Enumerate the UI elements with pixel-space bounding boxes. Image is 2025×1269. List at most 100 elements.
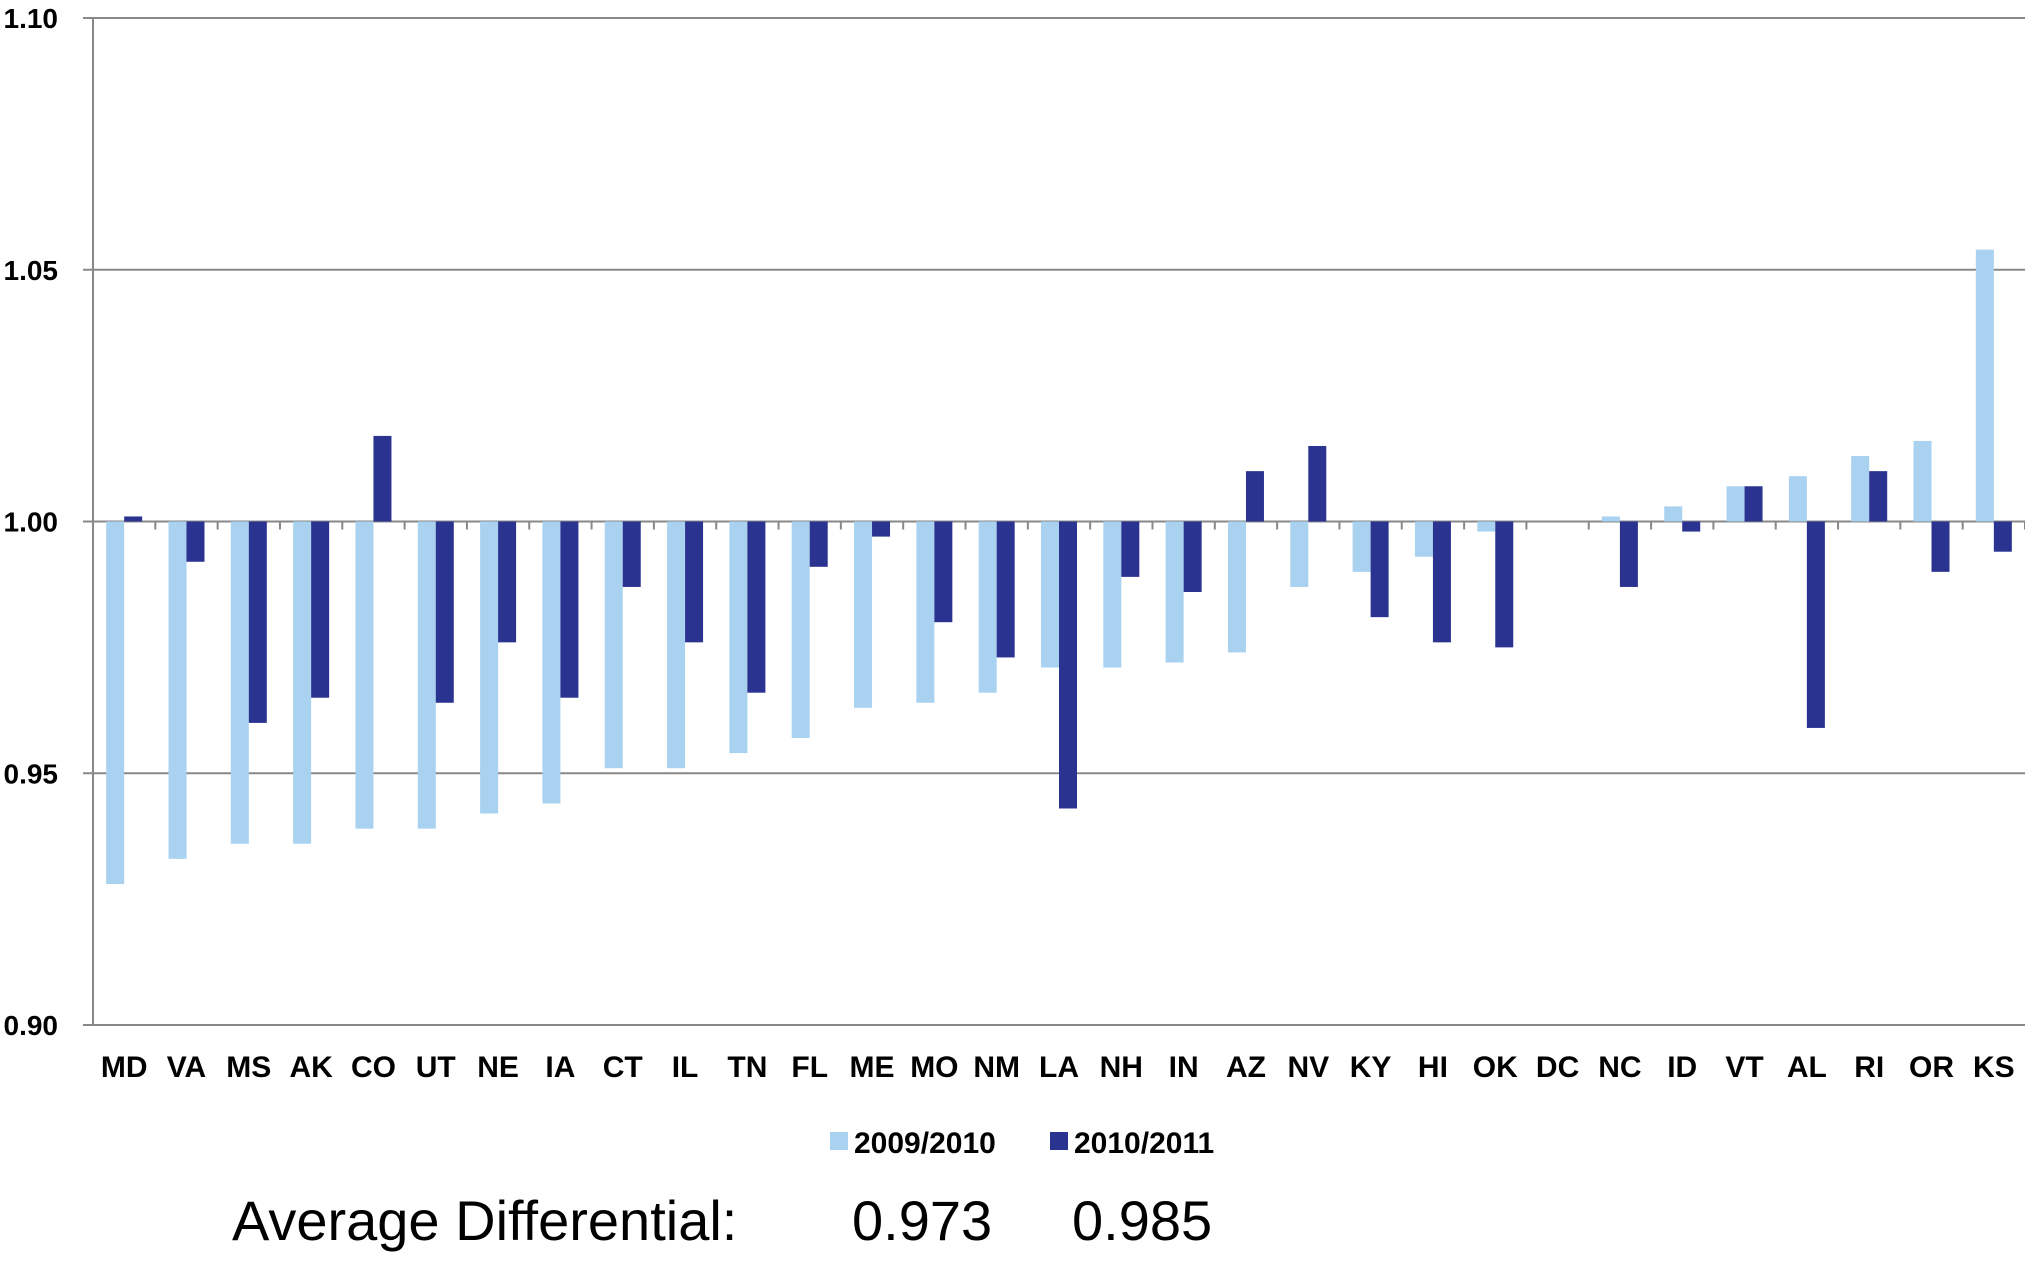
bar-ct-2010-2011 [622, 521, 641, 587]
bar-al-2009-2010 [1788, 476, 1807, 522]
legend-swatch-2010-2011 [1050, 1132, 1068, 1150]
legend-label-2009-2010: 2009/2010 [854, 1127, 996, 1160]
category-label-nc: NC [1598, 1051, 1641, 1084]
bar-ok-2009-2010 [1477, 521, 1496, 532]
category-label-in: IN [1169, 1051, 1199, 1084]
bar-vt-2010-2011 [1744, 486, 1763, 522]
bar-va-2009-2010 [168, 521, 187, 859]
bar-in-2010-2011 [1183, 521, 1202, 592]
summary-label: Average Differential: [232, 1189, 737, 1252]
bar-nv-2010-2011 [1308, 445, 1327, 522]
bar-mo-2010-2011 [934, 521, 953, 623]
y-tick-label: 0.90 [4, 1010, 59, 1041]
bar-fl-2009-2010 [791, 521, 810, 739]
category-label-ne: NE [477, 1051, 519, 1084]
category-label-me: ME [850, 1051, 895, 1084]
category-label-nh: NH [1100, 1051, 1143, 1084]
bar-ms-2010-2011 [248, 521, 267, 723]
bar-il-2010-2011 [685, 521, 704, 643]
category-label-ak: AK [289, 1051, 333, 1084]
average-differential-summary: Average Differential: 0.973 0.985 [232, 1189, 1212, 1252]
bar-ia-2010-2011 [560, 521, 579, 698]
category-label-ct: CT [603, 1051, 643, 1084]
bar-il-2009-2010 [667, 521, 686, 769]
bar-ri-2010-2011 [1869, 471, 1888, 522]
bar-me-2009-2010 [854, 521, 873, 708]
legend-swatch-2009-2010 [830, 1132, 848, 1150]
bar-fl-2010-2011 [809, 521, 828, 567]
category-label-il: IL [672, 1051, 699, 1084]
bar-co-2010-2011 [373, 435, 392, 522]
bar-nm-2010-2011 [996, 521, 1015, 658]
bar-or-2010-2011 [1931, 521, 1950, 572]
bars [106, 249, 2012, 885]
bar-ct-2009-2010 [604, 521, 623, 769]
bar-nh-2009-2010 [1103, 521, 1122, 668]
category-label-ky: KY [1350, 1051, 1392, 1084]
bar-va-2010-2011 [186, 521, 205, 562]
bar-ok-2010-2011 [1495, 521, 1514, 648]
bar-id-2009-2010 [1664, 506, 1683, 522]
bar-vt-2009-2010 [1726, 486, 1745, 522]
legend: 2009/2010 2010/2011 [830, 1127, 1214, 1160]
category-label-ri: RI [1854, 1051, 1884, 1084]
bar-hi-2010-2011 [1432, 521, 1451, 643]
category-label-ms: MS [226, 1051, 271, 1084]
bar-ms-2009-2010 [230, 521, 249, 844]
y-tick-label: 1.00 [4, 507, 59, 538]
category-label-ut: UT [416, 1051, 456, 1084]
category-label-vt: VT [1725, 1051, 1763, 1084]
bar-hi-2009-2010 [1414, 521, 1433, 557]
bar-nc-2009-2010 [1601, 516, 1620, 522]
legend-label-2010-2011: 2010/2011 [1074, 1127, 1214, 1160]
bar-nv-2009-2010 [1290, 521, 1309, 587]
category-label-mo: MO [910, 1051, 958, 1084]
bar-tn-2009-2010 [729, 521, 748, 754]
category-label-md: MD [101, 1051, 148, 1084]
category-label-id: ID [1667, 1051, 1697, 1084]
bar-az-2009-2010 [1227, 521, 1246, 653]
bar-ri-2009-2010 [1851, 456, 1870, 522]
bar-ky-2009-2010 [1352, 521, 1371, 572]
category-label-hi: HI [1418, 1051, 1448, 1084]
category-label-ia: IA [545, 1051, 575, 1084]
bar-ak-2009-2010 [293, 521, 312, 844]
category-label-az: AZ [1226, 1051, 1266, 1084]
category-labels: MD VA MS AK CO UT NE IA CT IL TN FL ME MO NM LA NH IN AZ NV… [101, 1051, 2015, 1084]
bar-la-2010-2011 [1059, 521, 1077, 809]
bar-la-2009-2010 [1041, 521, 1059, 668]
bar-tn-2010-2011 [747, 521, 766, 693]
summary-value-2010-2011: 0.985 [1072, 1189, 1212, 1252]
category-label-la: LA [1039, 1051, 1079, 1084]
bar-md-2009-2010 [106, 521, 125, 885]
category-label-or: OR [1909, 1051, 1954, 1084]
category-label-ks: KS [1973, 1051, 2015, 1084]
bar-ks-2009-2010 [1975, 249, 1994, 522]
bar-ut-2009-2010 [417, 521, 436, 829]
category-label-nm: NM [973, 1051, 1020, 1084]
bar-ut-2010-2011 [435, 521, 454, 703]
category-label-al: AL [1787, 1051, 1827, 1084]
category-label-ok: OK [1473, 1051, 1518, 1084]
bar-nh-2010-2011 [1121, 521, 1140, 577]
bar-ks-2010-2011 [1993, 521, 2012, 552]
bar-ne-2009-2010 [480, 521, 499, 814]
bar-nc-2010-2011 [1619, 521, 1638, 587]
bar-nm-2009-2010 [978, 521, 997, 693]
bar-or-2009-2010 [1913, 440, 1932, 522]
bar-md-2010-2011 [124, 516, 143, 522]
y-tick-label: 0.95 [4, 758, 59, 789]
bar-id-2010-2011 [1682, 521, 1701, 532]
bar-co-2009-2010 [355, 521, 374, 829]
bar-ne-2010-2011 [498, 521, 517, 643]
category-label-tn: TN [727, 1051, 767, 1084]
bar-az-2010-2011 [1245, 471, 1264, 522]
y-tick-label: 1.10 [4, 3, 59, 34]
bar-in-2009-2010 [1165, 521, 1184, 663]
bar-ak-2010-2011 [311, 521, 330, 698]
bar-ky-2010-2011 [1370, 521, 1389, 618]
category-label-co: CO [351, 1051, 396, 1084]
bar-mo-2009-2010 [916, 521, 935, 703]
bar-ia-2009-2010 [542, 521, 561, 804]
summary-value-2009-2010: 0.973 [852, 1189, 992, 1252]
